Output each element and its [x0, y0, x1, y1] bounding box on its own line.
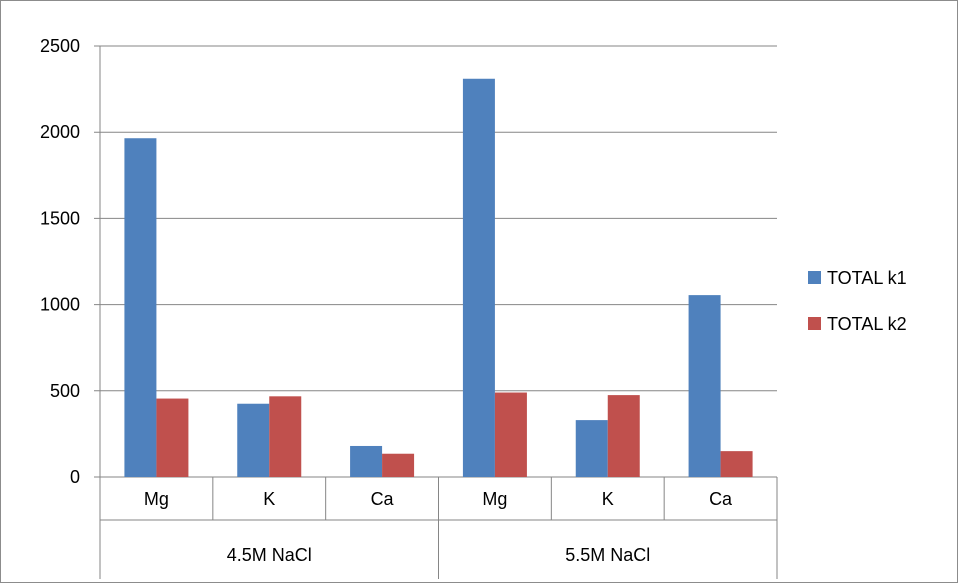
bars — [124, 78, 753, 478]
axis-labels: 0 500 1000 1500 2000 2500 Mg K Ca Mg K Ca 4.5M NaCl 5… — [40, 36, 733, 565]
y-tick-label: 1000 — [40, 295, 80, 315]
y-tick-label: 0 — [70, 467, 80, 487]
x-category-label: K — [263, 489, 275, 509]
legend-swatch — [808, 317, 821, 330]
x-category-label: K — [602, 489, 614, 509]
x-group-label: 5.5M NaCl — [565, 545, 650, 565]
bar-total-k2 — [494, 392, 527, 477]
bar-total-k2 — [607, 395, 640, 477]
bar-total-k1 — [462, 78, 495, 478]
bar-total-k1 — [575, 420, 608, 477]
bar-total-k1 — [350, 445, 383, 477]
bar-total-k2 — [156, 398, 189, 477]
y-tick-label: 1500 — [40, 208, 80, 228]
bar-total-k2 — [269, 396, 302, 477]
gridlines — [94, 45, 777, 478]
y-tick-label: 2500 — [40, 36, 80, 56]
bar-total-k2 — [382, 453, 415, 477]
y-tick-label: 500 — [50, 381, 80, 401]
axes — [99, 46, 778, 579]
x-category-label: Mg — [144, 489, 169, 509]
y-tick-label: 2000 — [40, 122, 80, 142]
bar-total-k1 — [124, 138, 157, 477]
legend-swatch — [808, 271, 821, 284]
x-category-label: Ca — [709, 489, 733, 509]
bar-total-k1 — [688, 295, 721, 477]
legend-label: TOTAL k2 — [827, 314, 907, 334]
legend: TOTAL k1 TOTAL k2 — [808, 268, 907, 334]
bar-total-k1 — [237, 403, 270, 477]
bar-total-k2 — [720, 451, 753, 477]
x-category-label: Ca — [371, 489, 395, 509]
x-group-label: 4.5M NaCl — [227, 545, 312, 565]
x-category-label: Mg — [482, 489, 507, 509]
legend-label: TOTAL k1 — [827, 268, 907, 288]
